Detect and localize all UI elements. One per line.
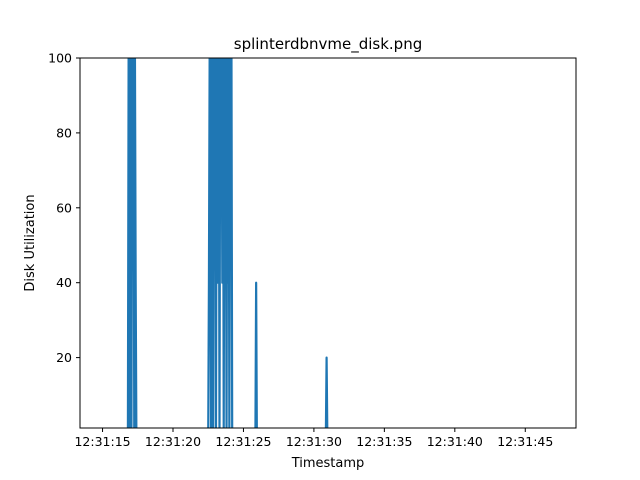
x-tick-label: 12:31:15 [74, 434, 130, 449]
series-layer [126, 58, 329, 428]
y-axis: 20 40 60 80 100 [48, 51, 80, 365]
y-tick-label: 60 [56, 200, 72, 215]
x-tick-label: 12:31:25 [215, 434, 271, 449]
plot-frame [79, 57, 577, 429]
y-axis-label: Disk Utilization [23, 194, 38, 291]
x-axis-label: Timestamp [291, 456, 365, 471]
y-tick-label: 20 [56, 350, 72, 365]
x-tick-label: 12:31:20 [145, 434, 201, 449]
y-tick-label: 100 [48, 51, 72, 66]
y-tick-label: 80 [56, 125, 72, 140]
x-tick-label: 12:31:40 [427, 434, 483, 449]
x-tick-label: 12:31:45 [497, 434, 553, 449]
y-tick-label: 40 [56, 275, 72, 290]
x-tick-label: 12:31:30 [286, 434, 342, 449]
chart-title: splinterdbnvme_disk.png [234, 35, 422, 54]
x-axis: 12:31:15 12:31:20 12:31:25 12:31:30 12:31:35… [74, 428, 553, 449]
x-tick-label: 12:31:35 [356, 434, 412, 449]
series-line [126, 58, 329, 428]
